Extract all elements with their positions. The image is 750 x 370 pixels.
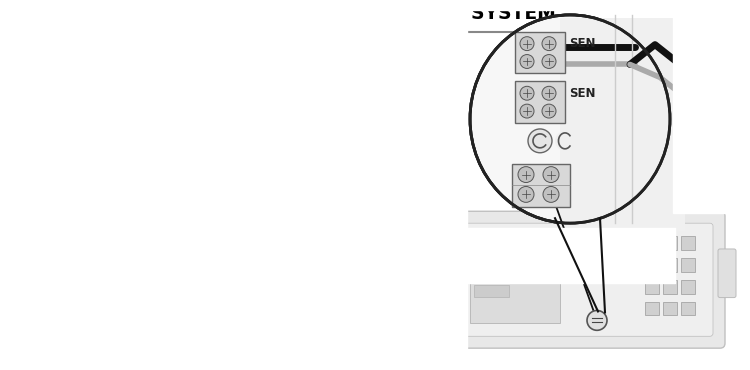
Circle shape	[518, 166, 534, 182]
Polygon shape	[0, 0, 467, 367]
Bar	[645, 302, 659, 316]
Circle shape	[542, 37, 556, 51]
FancyBboxPatch shape	[447, 211, 725, 348]
Circle shape	[542, 86, 556, 100]
Bar	[663, 236, 677, 250]
Polygon shape	[673, 0, 750, 213]
Bar	[474, 285, 509, 297]
Bar	[645, 258, 659, 272]
Bar	[663, 258, 677, 272]
Text: Connecting the Receiver: Connecting the Receiver	[12, 174, 181, 186]
Bar	[681, 280, 695, 294]
Text: 500ft/152m from the controller.: 500ft/152m from the controller.	[12, 149, 206, 162]
Bar	[681, 258, 695, 272]
Bar	[515, 32, 565, 73]
Bar	[663, 302, 677, 316]
FancyBboxPatch shape	[459, 223, 713, 336]
Bar	[560, 18, 685, 231]
Bar	[681, 302, 695, 316]
Circle shape	[528, 129, 552, 153]
Bar	[681, 236, 695, 250]
Bar	[474, 241, 509, 253]
Bar	[645, 236, 659, 250]
Circle shape	[542, 104, 556, 118]
Circle shape	[543, 166, 559, 182]
Bar	[512, 164, 570, 207]
Text: terminals. Do not install in high-voltage 110V or: terminals. Do not install in high-voltag…	[12, 79, 346, 92]
Circle shape	[520, 86, 534, 100]
Text: terminals.: terminals.	[12, 240, 74, 253]
Bar	[663, 280, 677, 294]
Bar	[515, 81, 565, 123]
Circle shape	[542, 54, 556, 68]
Text: Wire the leads from the receiver to the SEN: Wire the leads from the receiver to the …	[12, 225, 279, 238]
Circle shape	[555, 131, 575, 151]
Circle shape	[520, 104, 534, 118]
Circle shape	[520, 37, 534, 51]
Circle shape	[520, 54, 534, 68]
Text: SEN: SEN	[569, 87, 596, 100]
Text: WARNING! WFS is only designed for low-voltage: WARNING! WFS is only designed for low-vo…	[12, 50, 345, 63]
Text: connection to approved irrigation controller flow: connection to approved irrigation contro…	[12, 64, 350, 77]
Circle shape	[587, 310, 607, 330]
Text: WFS has one wire lead which leads to the: WFS has one wire lead which leads to the	[12, 119, 267, 132]
Text: 14: 14	[12, 354, 28, 367]
Text: Pro-C: Pro-C	[12, 204, 50, 217]
Bar	[474, 263, 509, 275]
Bar	[470, 234, 560, 323]
Text: transmitter. The transmitter may be placed up to: transmitter. The transmitter may be plac…	[12, 134, 314, 147]
Text: SEN: SEN	[569, 37, 596, 50]
Circle shape	[518, 186, 534, 202]
Ellipse shape	[470, 15, 670, 223]
Text: CONNECTING THE WFS TO THE IRRIGATION SYSTEM: CONNECTING THE WFS TO THE IRRIGATION SYS…	[12, 4, 556, 23]
Circle shape	[543, 186, 559, 202]
Bar	[645, 280, 659, 294]
Text: 230V circuits.: 230V circuits.	[12, 94, 106, 107]
FancyBboxPatch shape	[718, 249, 736, 297]
FancyBboxPatch shape	[440, 234, 456, 273]
